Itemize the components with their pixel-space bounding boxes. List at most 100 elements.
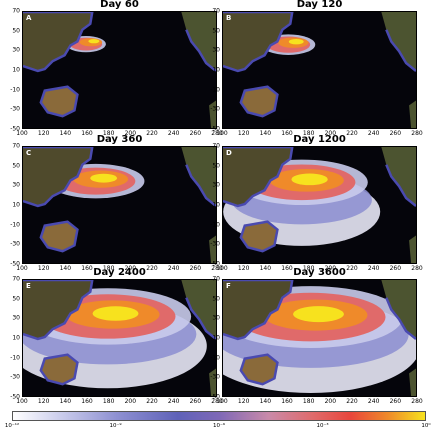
y-axis-ticks: 70 50 30 10 -10 -30 -50 bbox=[206, 7, 220, 133]
x-tick-label: 100 bbox=[16, 130, 28, 137]
y-tick-label: -10 bbox=[10, 86, 20, 94]
y-tick-label: -30 bbox=[10, 105, 20, 113]
y-tick-label: 50 bbox=[212, 27, 220, 35]
x-tick-label: 140 bbox=[59, 130, 72, 137]
y-tick-label: -30 bbox=[210, 105, 220, 113]
y-tick-label: -30 bbox=[210, 373, 220, 381]
x-tick-label: 200 bbox=[124, 265, 137, 272]
x-tick-label: 120 bbox=[37, 398, 50, 405]
x-tick-label: 140 bbox=[59, 265, 72, 272]
x-tick-label: 120 bbox=[37, 130, 50, 137]
panel-title: Day 1200 bbox=[293, 134, 346, 145]
x-tick-label: 180 bbox=[302, 265, 315, 272]
x-tick-label: 180 bbox=[302, 130, 315, 137]
y-tick-label: 30 bbox=[212, 181, 220, 189]
concentration-map: A bbox=[22, 11, 217, 129]
x-tick-label: 140 bbox=[259, 265, 272, 272]
y-tick-label: 70 bbox=[12, 275, 20, 283]
x-tick-label: 220 bbox=[346, 398, 358, 405]
y-tick-label: 70 bbox=[212, 275, 220, 283]
panel-letter: B bbox=[226, 14, 232, 22]
panel-letter: A bbox=[26, 14, 32, 22]
x-tick-label: 100 bbox=[16, 398, 28, 405]
panel-title: Day 360 bbox=[96, 134, 143, 145]
y-tick-label: -50 bbox=[10, 393, 20, 401]
x-tick-label: 160 bbox=[81, 398, 93, 405]
x-tick-label: 260 bbox=[389, 265, 402, 272]
x-tick-label: 260 bbox=[189, 130, 202, 137]
x-tick-label: 280 bbox=[411, 130, 423, 137]
x-tick-label: 200 bbox=[324, 398, 337, 405]
x-tick-label: 200 bbox=[124, 130, 137, 137]
x-tick-label: 100 bbox=[216, 398, 228, 405]
x-tick-label: 180 bbox=[102, 265, 115, 272]
panel-letter: F bbox=[226, 282, 231, 290]
colorbar-label: 10⁻³ bbox=[316, 423, 329, 429]
colorbar bbox=[12, 411, 426, 421]
panel-title: Day 2400 bbox=[93, 267, 146, 278]
x-tick-label: 220 bbox=[346, 265, 358, 272]
x-tick-label: 220 bbox=[346, 130, 358, 137]
y-tick-label: -50 bbox=[210, 393, 220, 401]
x-tick-label: 240 bbox=[167, 398, 180, 405]
colorbar-label: 10⁻⁶ bbox=[212, 423, 226, 429]
colorbar-label: 10⁰ bbox=[421, 423, 431, 429]
x-tick-label: 280 bbox=[411, 265, 423, 272]
y-tick-label: -10 bbox=[210, 354, 220, 362]
y-tick-label: -50 bbox=[10, 260, 20, 268]
x-tick-label: 200 bbox=[124, 398, 137, 405]
x-tick-label: 180 bbox=[302, 398, 315, 405]
x-tick-label: 260 bbox=[189, 265, 202, 272]
x-tick-label: 200 bbox=[324, 265, 337, 272]
y-tick-label: -30 bbox=[210, 240, 220, 248]
concentration-map: E bbox=[22, 279, 217, 397]
map-panel: Day 2400 E 70 50 30 10 -10 -30 -50 100 120 140 160 1… bbox=[10, 267, 223, 409]
x-tick-label: 160 bbox=[81, 130, 93, 137]
y-tick-label: 50 bbox=[12, 27, 20, 35]
y-tick-label: 10 bbox=[12, 334, 20, 342]
y-tick-label: -10 bbox=[10, 221, 20, 229]
x-tick-label: 280 bbox=[211, 398, 223, 405]
x-axis-ticks: 100 120 140 160 180 200 220 240 260 280 bbox=[16, 130, 222, 138]
y-tick-label: 30 bbox=[212, 46, 220, 54]
x-axis-ticks: 100 120 140 160 180 200 220 240 260 280 bbox=[16, 265, 222, 273]
y-axis-ticks: 70 50 30 10 -10 -30 -50 bbox=[206, 275, 220, 401]
y-tick-label: 10 bbox=[212, 66, 220, 74]
map-panel: Day 360 C 70 50 30 10 -10 -30 -50 100 120 140 160 18… bbox=[10, 134, 223, 276]
x-tick-label: 240 bbox=[167, 265, 180, 272]
y-tick-label: 30 bbox=[12, 46, 20, 54]
x-tick-label: 240 bbox=[367, 398, 380, 405]
x-tick-label: 220 bbox=[146, 398, 158, 405]
x-tick-label: 160 bbox=[81, 265, 93, 272]
map-panel: Day 3600 F 70 50 30 10 -10 -30 -50 100 120 140 160 1… bbox=[210, 267, 423, 409]
x-tick-label: 120 bbox=[37, 265, 50, 272]
x-axis-ticks: 100 120 140 160 180 200 220 240 260 280 bbox=[216, 265, 422, 273]
y-tick-label: 70 bbox=[12, 7, 20, 15]
x-tick-label: 180 bbox=[102, 130, 115, 137]
panel-title: Day 3600 bbox=[293, 267, 346, 278]
y-tick-label: 50 bbox=[212, 162, 220, 170]
x-tick-label: 280 bbox=[211, 130, 223, 137]
colorbar-label: 10⁻¹² bbox=[4, 423, 20, 429]
y-tick-label: 30 bbox=[12, 181, 20, 189]
y-tick-label: 10 bbox=[212, 334, 220, 342]
y-tick-label: 30 bbox=[12, 314, 20, 322]
y-axis-ticks: 70 50 30 10 -10 -30 -50 bbox=[6, 143, 20, 268]
y-tick-label: -10 bbox=[210, 86, 220, 94]
panel-letter: D bbox=[226, 149, 232, 157]
y-tick-label: 70 bbox=[212, 142, 220, 150]
y-tick-label: -30 bbox=[10, 373, 20, 381]
x-tick-label: 100 bbox=[216, 130, 228, 137]
x-tick-label: 180 bbox=[102, 398, 115, 405]
y-tick-label: -30 bbox=[10, 240, 20, 248]
x-tick-label: 260 bbox=[389, 130, 402, 137]
x-tick-label: 140 bbox=[259, 398, 272, 405]
y-tick-label: 70 bbox=[212, 7, 220, 15]
x-tick-label: 220 bbox=[146, 265, 158, 272]
y-tick-label: -50 bbox=[210, 260, 220, 268]
y-axis-ticks: 70 50 30 10 -10 -30 -50 bbox=[6, 275, 20, 401]
y-tick-label: 30 bbox=[212, 314, 220, 322]
y-tick-label: 50 bbox=[12, 295, 20, 303]
x-tick-label: 260 bbox=[389, 398, 402, 405]
concentration-map: C bbox=[22, 146, 217, 264]
